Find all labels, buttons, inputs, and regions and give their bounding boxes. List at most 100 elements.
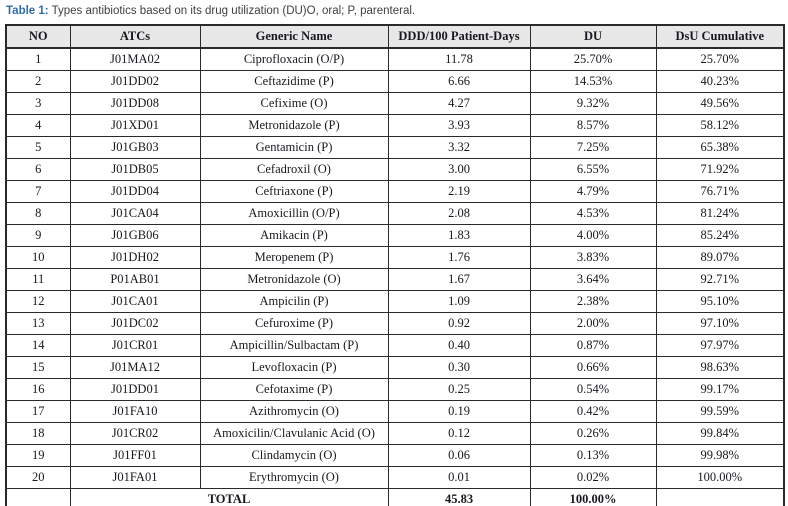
cell-no: 7	[5, 180, 71, 203]
cell-dsu-cumulative: 97.97%	[655, 334, 785, 357]
cell-atc: J01DD01	[69, 378, 201, 401]
cell-no: 1	[5, 47, 71, 71]
table-row: 15 J01MA12 Levofloxacin (P) 0.30 0.66% 98.63%	[5, 356, 785, 379]
cell-dsu-cumulative: 92.71%	[655, 268, 785, 291]
cell-atc: J01FA10	[69, 400, 201, 423]
cell-atc: J01MA12	[69, 356, 201, 379]
cell-ddd: 3.32	[387, 136, 531, 159]
cell-du: 0.87%	[529, 334, 657, 357]
cell-ddd: 6.66	[387, 70, 531, 93]
cell-atc: J01CA01	[69, 290, 201, 313]
cell-atc: J01DD08	[69, 92, 201, 115]
table-row: 1 J01MA02 Ciprofloxacin (O/P) 11.78 25.70% 25…	[5, 47, 785, 71]
cell-atc: J01FF01	[69, 444, 201, 467]
cell-no: 14	[5, 334, 71, 357]
cell-no: 4	[5, 114, 71, 137]
cell-dsu-cumulative: 58.12%	[655, 114, 785, 137]
cell-dsu-cumulative: 65.38%	[655, 136, 785, 159]
cell-no: 8	[5, 202, 71, 225]
cell-generic-name: Erythromycin (O)	[199, 466, 389, 489]
antibiotics-table: NO ATCs Generic Name DDD/100 Patient-Day…	[5, 24, 785, 506]
cell-generic-name: Clindamycin (O)	[199, 444, 389, 467]
cell-dsu-cumulative: 85.24%	[655, 224, 785, 247]
cell-du: 0.54%	[529, 378, 657, 401]
cell-no: 16	[5, 378, 71, 401]
table-row: 12 J01CA01 Ampicilin (P) 1.09 2.38% 95.10%	[5, 290, 785, 313]
cell-du: 0.02%	[529, 466, 657, 489]
cell-ddd: 2.19	[387, 180, 531, 203]
cell-dsu-cumulative: 95.10%	[655, 290, 785, 313]
table-row: 6 J01DB05 Cefadroxil (O) 3.00 6.55% 71.92%	[5, 158, 785, 181]
cell-ddd: 4.27	[387, 92, 531, 115]
cell-generic-name: Cefixime (O)	[199, 92, 389, 115]
cell-no: 11	[5, 268, 71, 291]
cell-atc: J01MA02	[69, 47, 201, 71]
cell-dsu-cumulative: 99.59%	[655, 400, 785, 423]
cell-du: 8.57%	[529, 114, 657, 137]
cell-ddd: 1.83	[387, 224, 531, 247]
cell-ddd: 0.40	[387, 334, 531, 357]
table-row: 5 J01GB03 Gentamicin (P) 3.32 7.25% 65.38%	[5, 136, 785, 159]
cell-dsu-cumulative: 49.56%	[655, 92, 785, 115]
table-row: 14 J01CR01 Ampicillin/Sulbactam (P) 0.40 0.8…	[5, 334, 785, 357]
cell-dsu-cumulative: 25.70%	[655, 47, 785, 71]
table-row: 7 J01DD04 Ceftriaxone (P) 2.19 4.79% 76.71%	[5, 180, 785, 203]
cell-dsu-cumulative: 99.84%	[655, 422, 785, 445]
cell-generic-name: Ceftriaxone (P)	[199, 180, 389, 203]
cell-du: 0.42%	[529, 400, 657, 423]
cell-generic-name: Cefadroxil (O)	[199, 158, 389, 181]
col-header-ddd: DDD/100 Patient-Days	[387, 24, 531, 49]
cell-no: 17	[5, 400, 71, 423]
cell-no: 20	[5, 466, 71, 489]
table-row: 2 J01DD02 Ceftazidime (P) 6.66 14.53% 40.23%	[5, 70, 785, 93]
cell-atc: P01AB01	[69, 268, 201, 291]
cell-du: 4.00%	[529, 224, 657, 247]
cell-du: 3.83%	[529, 246, 657, 269]
table-row: 4 J01XD01 Metronidazole (P) 3.93 8.57% 58.12%	[5, 114, 785, 137]
cell-du: 4.53%	[529, 202, 657, 225]
table-footer: TOTAL 45.83 100.00%	[5, 488, 785, 506]
cell-atc: J01CR01	[69, 334, 201, 357]
cell-du: 14.53%	[529, 70, 657, 93]
header-row: NO ATCs Generic Name DDD/100 Patient-Day…	[5, 24, 785, 49]
cell-ddd: 3.93	[387, 114, 531, 137]
cell-generic-name: Gentamicin (P)	[199, 136, 389, 159]
cell-atc: J01GB03	[69, 136, 201, 159]
total-no-cell	[5, 488, 71, 506]
cell-ddd: 1.67	[387, 268, 531, 291]
table-row: 9 J01GB06 Amikacin (P) 1.83 4.00% 85.24%	[5, 224, 785, 247]
cell-atc: J01DD04	[69, 180, 201, 203]
cell-generic-name: Amikacin (P)	[199, 224, 389, 247]
cell-no: 13	[5, 312, 71, 335]
cell-du: 9.32%	[529, 92, 657, 115]
table-row: 19 J01FF01 Clindamycin (O) 0.06 0.13% 99.98%	[5, 444, 785, 467]
cell-no: 15	[5, 356, 71, 379]
cell-no: 2	[5, 70, 71, 93]
cell-no: 5	[5, 136, 71, 159]
cell-generic-name: Metronidazole (O)	[199, 268, 389, 291]
cell-du: 3.64%	[529, 268, 657, 291]
cell-generic-name: Ceftazidime (P)	[199, 70, 389, 93]
cell-du: 0.66%	[529, 356, 657, 379]
cell-ddd: 1.09	[387, 290, 531, 313]
cell-dsu-cumulative: 99.98%	[655, 444, 785, 467]
cell-ddd: 0.92	[387, 312, 531, 335]
cell-ddd: 2.08	[387, 202, 531, 225]
cell-ddd: 0.12	[387, 422, 531, 445]
col-header-dsu-cumulative: DsU Cumulative	[655, 24, 785, 49]
total-label: TOTAL	[69, 488, 389, 506]
cell-du: 25.70%	[529, 47, 657, 71]
cell-du: 0.26%	[529, 422, 657, 445]
cell-no: 18	[5, 422, 71, 445]
table-row: 17 J01FA10 Azithromycin (O) 0.19 0.42% 99.59%	[5, 400, 785, 423]
cell-atc: J01CR02	[69, 422, 201, 445]
cell-ddd: 0.01	[387, 466, 531, 489]
cell-generic-name: Levofloxacin (P)	[199, 356, 389, 379]
cell-ddd: 11.78	[387, 47, 531, 71]
cell-no: 19	[5, 444, 71, 467]
cell-atc: J01DH02	[69, 246, 201, 269]
cell-dsu-cumulative: 97.10%	[655, 312, 785, 335]
cell-ddd: 0.30	[387, 356, 531, 379]
cell-du: 6.55%	[529, 158, 657, 181]
